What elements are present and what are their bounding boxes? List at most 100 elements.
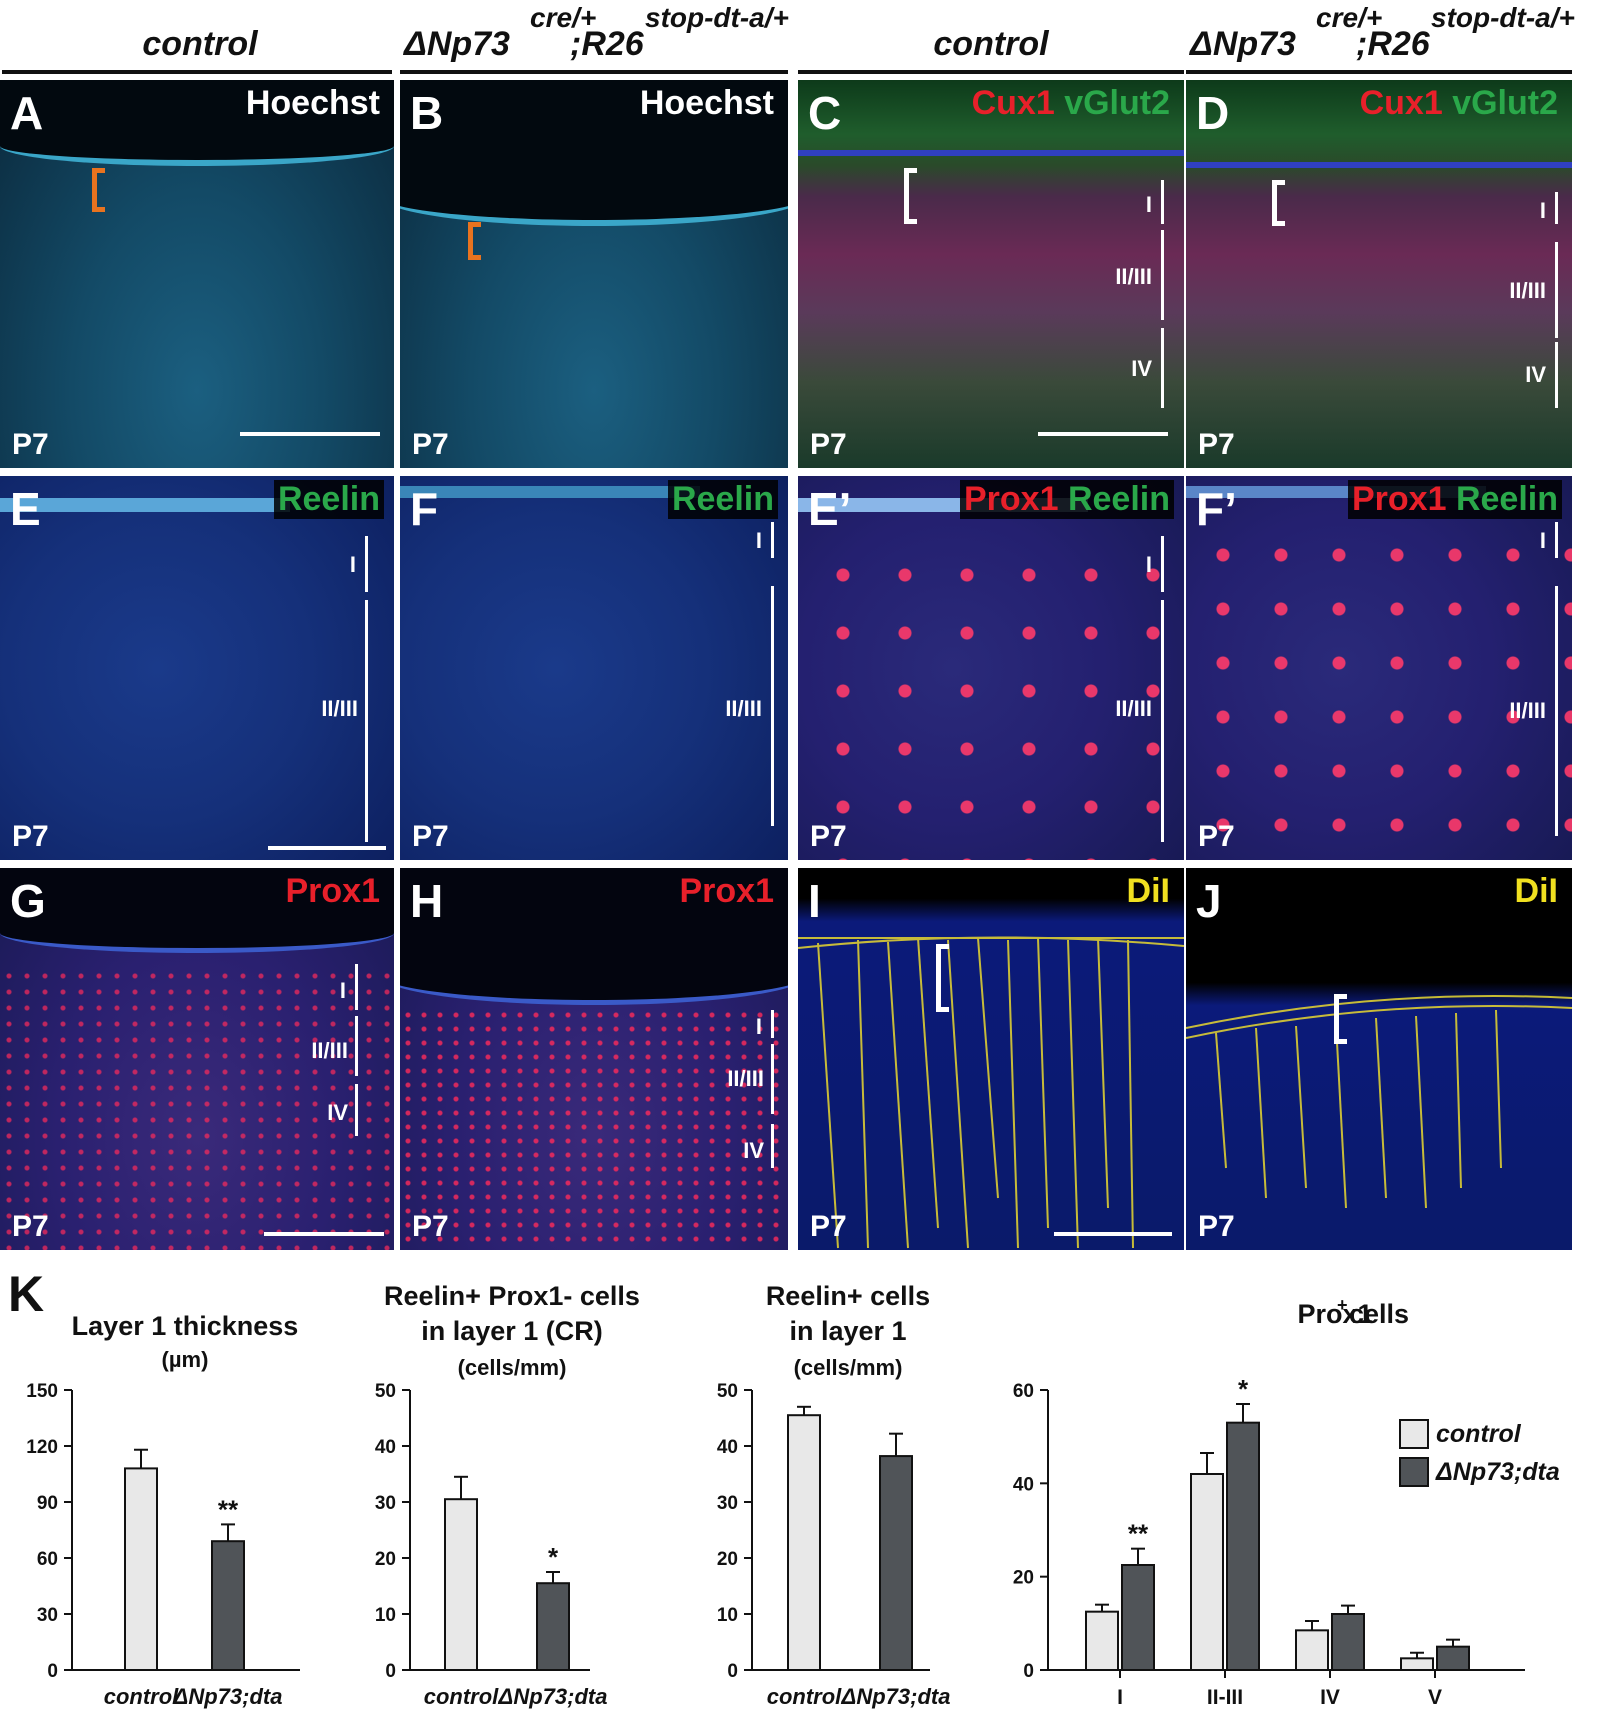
y-tick-label: 0 [727, 1661, 738, 1682]
bar [124, 1467, 158, 1671]
age-label: P7 [412, 428, 449, 461]
header-control-2: control [796, 0, 1186, 70]
bar [211, 1540, 245, 1672]
layer-label: II/III [1115, 696, 1152, 721]
layer-bar [365, 600, 368, 842]
stain-label: Cux1 vGlut2 [1356, 84, 1562, 123]
age-label: P7 [12, 820, 49, 853]
scale-bar [240, 432, 380, 436]
layer-label: II/III [1115, 264, 1152, 289]
stain-green: Reelin [1455, 480, 1558, 518]
layer-label: II/III [1509, 698, 1546, 723]
header-sup: stop-dt-a/+ [645, 2, 789, 33]
stain-label: Reelin [667, 480, 778, 519]
stain-label: Prox1 [679, 872, 775, 910]
stain-label: DiI [1514, 872, 1558, 910]
y-tick-label: 0 [1023, 1661, 1034, 1682]
panel-letter-k: K [8, 1266, 45, 1322]
significance-mark: * [548, 1542, 559, 1572]
stain-label: DiI [1126, 872, 1170, 910]
x-tick-label: ΔNp73;dta [841, 1684, 951, 1709]
layer1-bracket [904, 168, 917, 224]
header-sup: cre/+ [530, 2, 597, 33]
header-underline [2, 70, 392, 74]
x-tick-label: control [424, 1684, 499, 1709]
layer-bar [1555, 586, 1558, 836]
layer-label: IV [1131, 356, 1152, 381]
panel-j: J DiI P7 [1186, 868, 1572, 1250]
y-tick-label: 20 [1013, 1568, 1034, 1589]
header-label: control [142, 25, 258, 63]
age-label: P7 [12, 1210, 49, 1243]
y-tick-label: 120 [26, 1437, 58, 1458]
y-tick-label: 0 [47, 1661, 58, 1682]
stain-red: Prox1 [1352, 480, 1447, 518]
y-tick-label: 90 [37, 1493, 58, 1514]
age-label: P7 [1198, 428, 1235, 461]
significance-mark: * [1238, 1374, 1249, 1404]
layer-label: IV [1525, 362, 1546, 387]
x-tick-label: II-III [1207, 1686, 1243, 1709]
legend-swatch [1399, 1419, 1429, 1449]
header-mid: ;R26 [570, 25, 644, 63]
bar [787, 1414, 821, 1671]
layer-bar [1161, 180, 1164, 224]
y-tick-label: 30 [375, 1493, 396, 1514]
layer1-bracket [936, 944, 949, 1012]
stain-red: Cux1 [971, 84, 1055, 122]
layer-label: II/III [725, 696, 762, 721]
y-tick-label: 10 [717, 1605, 738, 1626]
y-tick-label: 0 [385, 1661, 396, 1682]
header-mid: ;R26 [1356, 25, 1430, 63]
bar [536, 1582, 570, 1672]
x-tick-label: control [767, 1684, 842, 1709]
x-tick-label: IV [1320, 1686, 1340, 1709]
y-tick-label: 50 [375, 1381, 396, 1402]
x-tick-label: ΔNp73;dta [498, 1684, 608, 1709]
layer1-bracket [1272, 180, 1285, 226]
layer-bar [1161, 600, 1164, 842]
header-mutant-2: ΔNp73 cre/+ ;R26 stop-dt-a/+ [1186, 0, 1600, 70]
x-tick-label: ΔNp73;dta [173, 1684, 283, 1709]
age-label: P7 [412, 1210, 449, 1243]
scale-bar [264, 1232, 384, 1236]
chart-subtitle: (cells/mm) [794, 1355, 903, 1380]
panel-b: B Hoechst P7 [400, 80, 788, 468]
chart-title: Prox1 [1297, 1299, 1372, 1329]
nucleus-dots [0, 968, 394, 1250]
bar [1190, 1473, 1224, 1671]
layer-bar [771, 1124, 774, 1168]
panel-letter: J [1196, 875, 1222, 927]
age-label: P7 [810, 1210, 847, 1243]
age-label: P7 [12, 428, 49, 461]
y-tick-label: 30 [37, 1605, 58, 1626]
stain-label: Hoechst [245, 84, 380, 122]
stain-label: Cux1 vGlut2 [968, 84, 1174, 123]
age-label: P7 [1198, 820, 1235, 853]
header-underline [1186, 70, 1572, 74]
panel-letter: D [1196, 87, 1230, 139]
layer-bar [355, 964, 358, 1010]
bar [1331, 1613, 1365, 1671]
layer-bar [355, 1016, 358, 1076]
panel-c: C Cux1 vGlut2 I II/III IV P7 [798, 80, 1184, 468]
panel-f-prime: F’ Prox1 Reelin I II/III P7 [1186, 476, 1572, 860]
layer-bar [771, 1044, 774, 1114]
age-label: P7 [1198, 1210, 1235, 1243]
panel-e: E Reelin I II/III P7 [0, 476, 394, 860]
layer-label: I [755, 528, 762, 553]
bar [444, 1498, 478, 1671]
header-mutant-1: ΔNp73 cre/+ ;R26 stop-dt-a/+ [400, 0, 790, 70]
layer-bar [771, 586, 774, 826]
panel-letter: C [808, 87, 842, 139]
header-sup: stop-dt-a/+ [1431, 2, 1575, 33]
header-label: control [933, 25, 1049, 63]
layer-label: I [349, 552, 356, 577]
chart-title-rest: cells [1349, 1299, 1409, 1329]
legend-swatch [1399, 1457, 1429, 1487]
panel-g: G Prox1 I II/III IV P7 [0, 868, 394, 1250]
layer-bar [1161, 536, 1164, 592]
layer-label: I [1145, 192, 1152, 217]
header-sup: cre/+ [1316, 2, 1383, 33]
chart-title-line2: in layer 1 (CR) [421, 1316, 603, 1346]
